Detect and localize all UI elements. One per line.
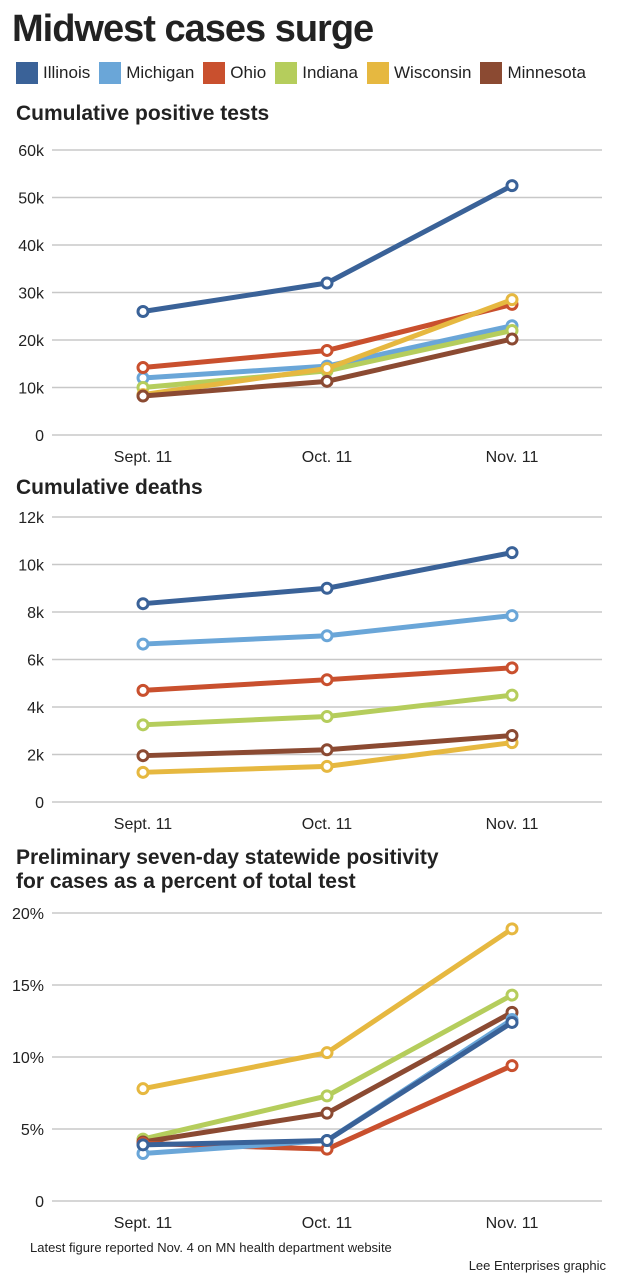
y-tick-label: 40k <box>18 238 45 255</box>
x-tick-label: Oct. 11 <box>302 1215 352 1232</box>
x-tick-label: Nov. 11 <box>486 1215 539 1232</box>
legend-label: Minnesota <box>507 63 586 82</box>
data-point-ohio <box>505 661 519 675</box>
x-tick-label: Sept. 11 <box>114 449 173 466</box>
data-point-minnesota <box>505 332 519 346</box>
data-point-ohio <box>320 343 334 357</box>
data-point-ohio <box>136 683 150 697</box>
data-point-wisconsin <box>320 759 334 773</box>
data-point-illinois <box>136 1138 150 1152</box>
y-tick-label: 4k <box>27 700 45 717</box>
y-tick-label: 20k <box>18 333 45 350</box>
chart-title-deaths: Cumulative deaths <box>16 476 203 499</box>
legend-swatch <box>203 62 226 84</box>
legend-label: Illinois <box>43 63 91 82</box>
y-tick-label: 15% <box>12 978 44 995</box>
y-tick-label: 0 <box>35 428 44 445</box>
data-point-ohio <box>136 361 150 375</box>
legend-label: Michigan <box>126 63 195 82</box>
y-tick-label: 60k <box>18 143 45 160</box>
y-tick-label: 0 <box>35 1194 44 1211</box>
data-point-wisconsin <box>320 1046 334 1060</box>
x-tick-label: Nov. 11 <box>486 816 539 833</box>
x-tick-label: Sept. 11 <box>114 1215 173 1232</box>
chart-title-positivity: Preliminary seven-day statewide positivi… <box>16 846 439 894</box>
footnote: Latest figure reported Nov. 4 on MN heal… <box>30 1240 392 1255</box>
chart-deaths: 0 2k 4k 6k 8k 10k 12k Sept. 11 Oct. 11 Nov. 11 <box>18 510 602 833</box>
series-line-wisconsin <box>140 926 515 1092</box>
chart-positivity: 0 5% 10% 15% 20% Sept. 11 Oct. 11 Nov. 11 <box>12 906 602 1232</box>
y-tick-label: 30k <box>18 286 45 303</box>
x-tick-label: Oct. 11 <box>302 449 352 466</box>
y-tick-label: 50k <box>18 191 45 208</box>
data-point-indiana <box>136 718 150 732</box>
data-point-wisconsin <box>320 362 334 375</box>
data-point-wisconsin <box>136 765 150 779</box>
legend-swatch <box>275 62 298 84</box>
data-point-michigan <box>505 609 519 623</box>
legend-item-michigan: Michigan <box>99 62 194 84</box>
legend-swatch <box>480 62 503 84</box>
data-point-minnesota <box>320 1106 334 1120</box>
legend-item-ohio: Ohio <box>203 62 266 84</box>
y-tick-label: 0 <box>35 795 44 812</box>
data-point-illinois <box>505 546 519 560</box>
legend-label: Ohio <box>230 63 267 82</box>
data-point-illinois <box>505 1015 519 1029</box>
data-point-wisconsin <box>136 1082 150 1096</box>
data-point-indiana <box>505 688 519 702</box>
data-point-indiana <box>320 710 334 723</box>
data-point-minnesota <box>505 729 519 742</box>
y-tick-label: 6k <box>27 653 45 670</box>
legend-item-minnesota: Minnesota <box>480 62 586 84</box>
data-point-indiana <box>320 1089 334 1103</box>
data-point-minnesota <box>136 749 150 763</box>
data-point-indiana <box>505 988 519 1002</box>
legend-item-wisconsin: Wisconsin <box>367 62 471 84</box>
chart-title-line: for cases as a percent of total test <box>16 870 356 893</box>
chart-positive-tests: 0 10k 20k 30k 40k 50k 60k Sept. 11 Oct. 11 Nov. 1… <box>18 143 602 466</box>
data-point-wisconsin <box>505 293 519 307</box>
data-point-ohio <box>320 673 334 687</box>
legend-item-illinois: Illinois <box>16 62 90 84</box>
data-point-illinois <box>136 597 150 611</box>
x-tick-label: Oct. 11 <box>302 816 352 833</box>
legend-item-indiana: Indiana <box>275 62 358 84</box>
legend-label: Indiana <box>302 63 358 82</box>
legend: Illinois Michigan Ohio Indiana Wisconsin… <box>16 62 616 84</box>
y-tick-label: 10% <box>12 1050 44 1067</box>
x-tick-label: Sept. 11 <box>114 816 173 833</box>
data-point-wisconsin <box>505 922 519 936</box>
chart-title-positive-tests: Cumulative positive tests <box>16 102 270 125</box>
x-tick-label: Nov. 11 <box>486 449 539 466</box>
data-point-minnesota <box>136 389 150 403</box>
y-tick-label: 20% <box>12 906 44 923</box>
y-tick-label: 10k <box>18 381 45 398</box>
data-point-illinois <box>320 1134 334 1148</box>
data-point-minnesota <box>320 374 334 388</box>
credit: Lee Enterprises graphic <box>468 1258 606 1273</box>
y-tick-label: 2k <box>27 748 45 765</box>
y-tick-label: 10k <box>18 558 45 575</box>
data-point-minnesota <box>320 743 334 757</box>
data-point-illinois <box>320 581 334 595</box>
y-tick-label: 12k <box>18 510 45 527</box>
chart-title-line: Preliminary seven-day statewide positivi… <box>16 846 439 869</box>
data-point-illinois <box>320 276 334 290</box>
legend-swatch <box>367 62 389 84</box>
y-tick-label: 5% <box>21 1122 44 1139</box>
series-line-illinois <box>140 550 515 607</box>
y-tick-label: 8k <box>27 605 45 622</box>
data-point-ohio <box>505 1059 519 1073</box>
data-point-illinois <box>136 305 150 318</box>
legend-swatch <box>16 62 38 84</box>
data-point-illinois <box>505 179 519 193</box>
data-point-michigan <box>320 629 334 643</box>
page-title: Midwest cases surge <box>12 8 374 50</box>
data-point-michigan <box>136 637 150 651</box>
legend-swatch <box>99 62 122 84</box>
legend-label: Wisconsin <box>394 63 472 82</box>
